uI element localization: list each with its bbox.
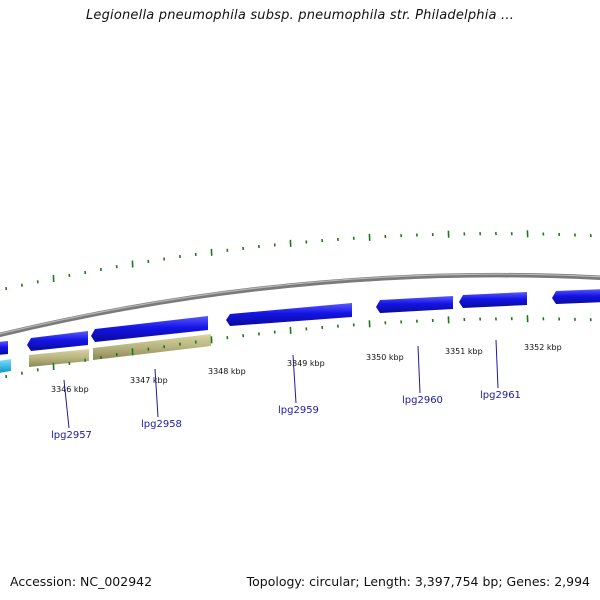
gene-arrow[interactable] <box>552 289 600 304</box>
kbp-label: 3348 kbp <box>208 367 246 376</box>
cds-feature[interactable] <box>93 334 211 360</box>
cds-feature[interactable] <box>0 359 11 373</box>
kbp-label: 3346 kbp <box>51 385 89 394</box>
gene-label[interactable]: lpg2961 <box>480 390 521 401</box>
upper-tick-track <box>5 230 592 291</box>
gene-label[interactable]: lpg2958 <box>141 419 182 430</box>
kbp-label: 3347 kbp <box>130 376 168 385</box>
gene-label[interactable]: lpg2959 <box>278 405 319 416</box>
leader-line <box>63 379 70 429</box>
kbp-label: 3351 kbp <box>445 347 483 356</box>
gene-arrow[interactable] <box>226 303 352 326</box>
backbone-highlight <box>0 273 600 335</box>
kbp-label: 3350 kbp <box>366 353 404 362</box>
gene-arrow[interactable] <box>459 292 527 308</box>
backbone-ring <box>0 272 600 338</box>
kbp-label: 3349 kbp <box>287 359 325 368</box>
leader-line <box>495 339 499 389</box>
gene-label-group: lpg2957 lpg2958 lpg2959 lpg2960 lpg2961 <box>51 390 521 441</box>
kbp-label: 3352 kbp <box>524 343 562 352</box>
map-title: Legionella pneumophila subsp. pneumophil… <box>85 8 515 23</box>
gene-track <box>0 289 600 355</box>
lower-tick-track <box>5 315 592 379</box>
gene-arrow[interactable] <box>376 296 453 313</box>
gene-label[interactable]: lpg2960 <box>402 395 443 406</box>
leader-line <box>154 368 159 418</box>
kbp-label-group: 3346 kbp 3347 kbp 3348 kbp 3349 kbp 3350… <box>51 343 562 394</box>
gene-arrow[interactable] <box>0 341 8 355</box>
genome-info-text: Topology: circular; Length: 3,397,754 bp… <box>246 574 590 589</box>
accession-text: Accession: NC_002942 <box>10 574 153 589</box>
gene-arrow[interactable] <box>27 331 88 351</box>
leader-line <box>417 345 421 394</box>
cds-track <box>0 334 211 373</box>
cds-feature[interactable] <box>29 349 89 367</box>
gene-arrow[interactable] <box>91 316 208 342</box>
leader-line <box>292 354 297 404</box>
gene-label[interactable]: lpg2957 <box>51 430 92 441</box>
gene-leader-lines <box>63 339 499 429</box>
